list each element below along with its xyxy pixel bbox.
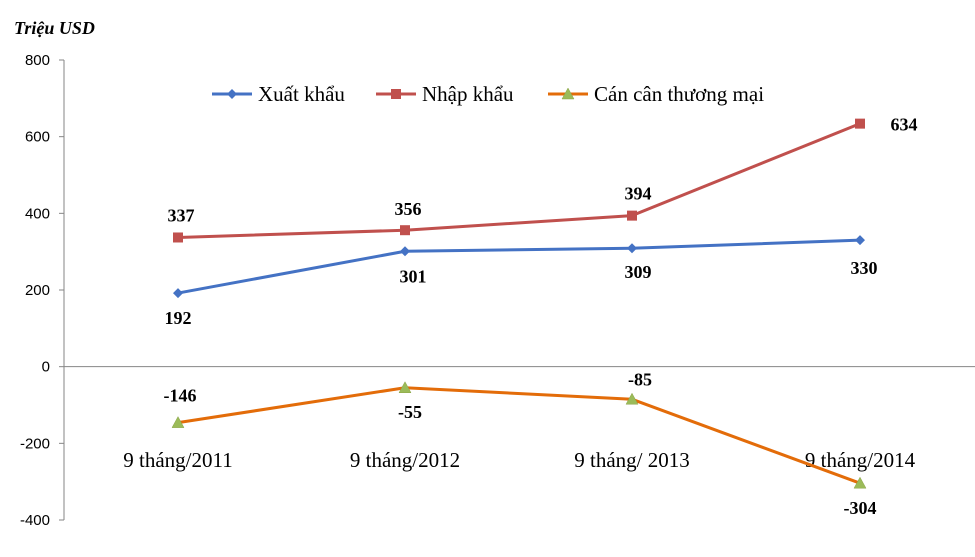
data-point-marker (627, 243, 637, 254)
data-label: 394 (625, 184, 652, 204)
y-tick-labels: 800 600 400 200 0 -200 -400 (20, 52, 64, 529)
data-point-marker (855, 235, 865, 246)
category-label: 9 tháng/2012 (350, 448, 460, 472)
category-label: 9 tháng/2011 (123, 448, 232, 472)
data-label: 337 (168, 205, 195, 225)
legend-marker (227, 89, 237, 99)
data-point-marker (627, 210, 637, 221)
data-point-marker (400, 225, 410, 236)
y-tick-label: 800 (25, 52, 50, 69)
data-label: 356 (395, 199, 422, 219)
y-tick-label: 600 (25, 129, 50, 146)
legend-label: Xuất khẩu (258, 82, 345, 106)
series-line (177, 122, 861, 239)
data-label: -55 (398, 402, 422, 422)
category-label: 9 tháng/ 2013 (574, 448, 690, 472)
series-line (177, 386, 861, 485)
data-label: -304 (844, 498, 877, 518)
series-lines (177, 122, 861, 485)
legend: Xuất khẩu Nhập khẩu Cán cân thương mại (212, 82, 764, 106)
data-label: 301 (400, 266, 427, 286)
data-point-marker (855, 118, 865, 129)
data-label: 634 (891, 115, 918, 135)
data-label: -146 (164, 386, 197, 406)
series-line (177, 238, 861, 295)
legend-marker (561, 87, 575, 100)
data-label: 309 (625, 262, 652, 282)
data-labels: 192 301 309 330 337 356 394 634 -146 -55 -85 -304 (164, 115, 918, 519)
data-point-marker (400, 246, 410, 257)
y-tick-label: -200 (20, 435, 50, 452)
data-point-marker (625, 392, 639, 405)
data-point-marker (173, 232, 183, 243)
data-point-marker (171, 416, 185, 428)
data-label: 192 (165, 308, 192, 328)
category-labels: 9 tháng/2011 9 tháng/2012 9 tháng/ 2013 9 t… (123, 448, 915, 472)
category-label: 9 tháng/2014 (805, 448, 916, 472)
y-tick-label: 400 (25, 205, 50, 222)
y-axis-unit-label: Triệu USD (14, 18, 95, 38)
legend-marker (391, 89, 401, 99)
series-markers (171, 118, 867, 489)
legend-label: Nhập khẩu (422, 82, 514, 106)
data-label: 330 (851, 258, 878, 278)
data-label: -85 (628, 369, 652, 389)
y-tick-label: 200 (25, 282, 50, 299)
y-tick-label: -400 (20, 512, 50, 529)
data-point-marker (173, 288, 183, 299)
y-tick-label: 0 (42, 359, 50, 376)
data-point-marker (853, 476, 867, 489)
legend-label: Cán cân thương mại (594, 82, 764, 106)
data-point-marker (398, 381, 412, 393)
